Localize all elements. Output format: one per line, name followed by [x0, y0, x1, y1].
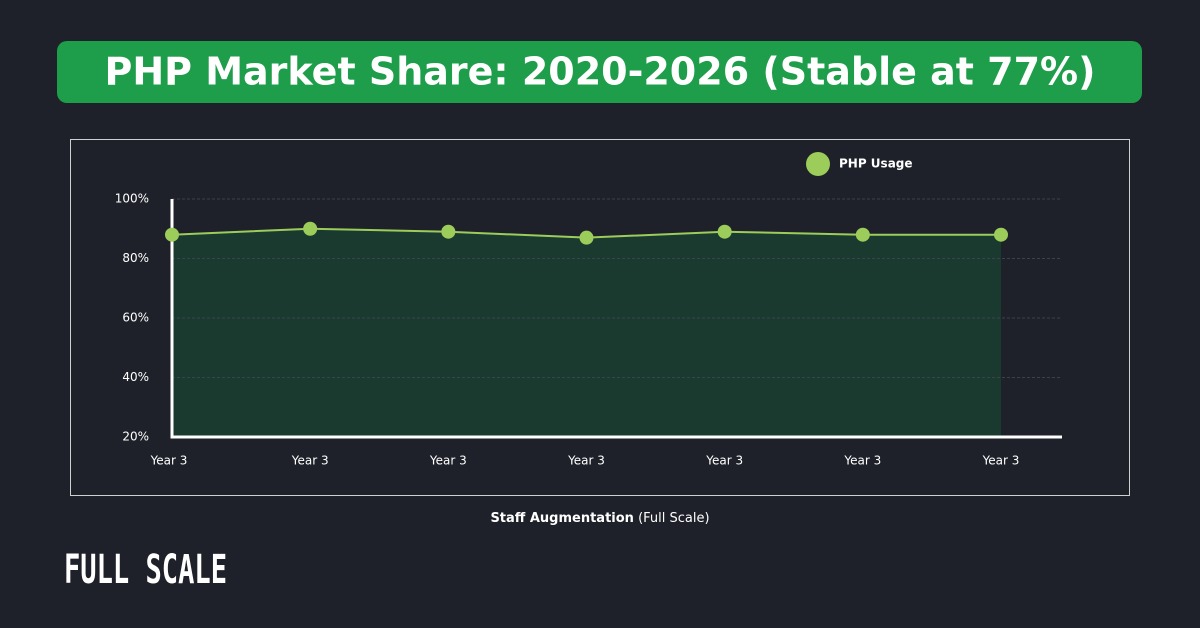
legend-label: PHP Usage — [839, 157, 913, 171]
point — [165, 227, 179, 242]
title-banner — [57, 41, 1142, 103]
chart-frame — [70, 139, 1130, 496]
legend-swatch — [806, 152, 830, 176]
x-tick-label: Year 3 — [291, 454, 329, 468]
point — [579, 230, 594, 245]
y-tick-label: 40% — [122, 370, 149, 384]
x-tick-label: Year 3 — [429, 454, 467, 468]
point — [303, 221, 318, 236]
y-tick-label: 60% — [122, 311, 149, 325]
y-tick-label: 80% — [122, 251, 149, 265]
x-tick-label: Year 3 — [843, 454, 881, 468]
x-tick-label: Year 3 — [567, 454, 605, 468]
y-tick-label: 100% — [115, 192, 149, 206]
caption-bold: Staff Augmentation — [490, 511, 634, 526]
area — [172, 228, 1001, 437]
point — [441, 224, 456, 239]
caption-rest: (Full Scale) — [638, 511, 709, 526]
y-tick-label: 20% — [122, 430, 149, 444]
x-tick-label: Year 3 — [705, 454, 743, 468]
x-tick-label: Year 3 — [150, 454, 188, 468]
x-tick-label: Year 3 — [982, 454, 1020, 468]
point — [855, 227, 870, 242]
point — [994, 227, 1008, 242]
caption: Staff Augmentation (Full Scale) — [490, 511, 709, 526]
point — [717, 224, 732, 239]
chart-title: PHP Market Share: 2020-2026 (Stable at 7… — [104, 50, 1095, 94]
brand-logo: FULL SCALE — [64, 547, 227, 593]
plot: 20% 40% 60% 80% 100% Year 3 Year 3 Year 3 Year 3… — [115, 152, 1062, 468]
